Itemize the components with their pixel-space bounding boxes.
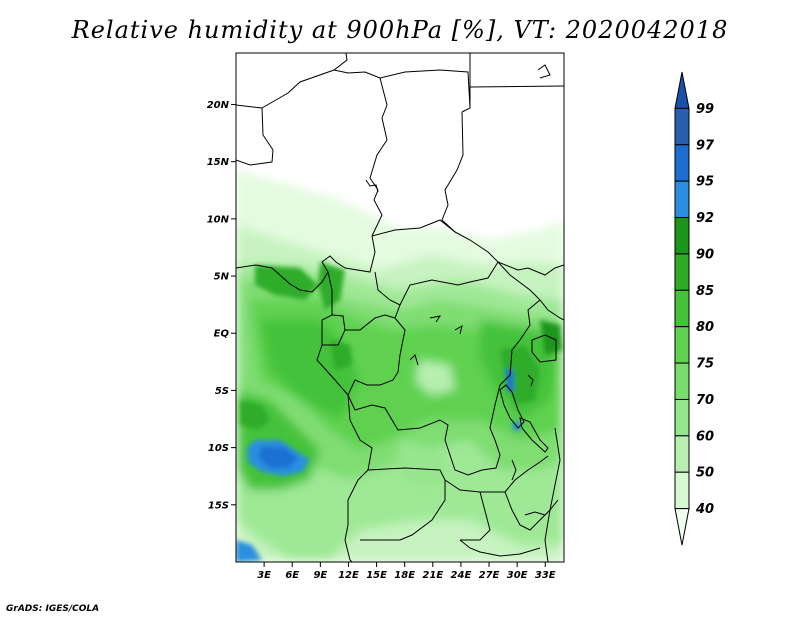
map-frame [235, 52, 565, 563]
lat-tick-label: 10S [208, 443, 229, 454]
lon-tick-label: 9E [313, 570, 327, 581]
lat-tick-label: 5S [215, 386, 229, 397]
colorbar-cell [674, 71, 690, 109]
lat-tick-label: 20N [207, 100, 230, 111]
lon-tick-label: 3E [257, 570, 271, 581]
lon-tick-label: 21E [422, 570, 443, 581]
colorbar-cell [674, 253, 690, 291]
lat-tick-label: 10N [207, 214, 230, 225]
colorbar-label: 97 [696, 138, 715, 153]
colorbar-cell [674, 217, 690, 255]
lat-tick-label: EQ [214, 329, 230, 340]
colorbar-label: 92 [696, 211, 714, 226]
colorbar-label: 85 [696, 284, 714, 299]
lon-tick-label: 33E [535, 570, 556, 581]
lon-tick-label: 15E [366, 570, 387, 581]
colorbar-cell [674, 471, 690, 510]
lat-tick-label: 5N [214, 272, 230, 283]
lon-tick-label: 24E [451, 570, 472, 581]
lon-tick-label: 12E [338, 570, 359, 581]
colorbar-cell [674, 435, 690, 473]
colorbar-cell [674, 180, 690, 219]
latitude-axis: 20N 15N 10N 5N EQ 5S 10S 15S [207, 100, 236, 511]
colorbar-cell [674, 326, 690, 364]
colorbar-label: 60 [696, 429, 714, 444]
colorbar-label: 90 [696, 247, 714, 262]
lat-tick-label: 15N [207, 157, 230, 168]
colorbar-cell [674, 107, 690, 146]
colorbar-label: 80 [696, 320, 714, 335]
lon-tick-label: 18E [394, 570, 415, 581]
lon-tick-label: 27E [479, 570, 500, 581]
colorbar-cell [674, 398, 690, 437]
map-title: Relative humidity at 900hPa [%], VT: 202… [71, 16, 729, 44]
humidity-field [236, 53, 564, 562]
colorbar-label: 40 [695, 502, 714, 517]
colorbar-cell [674, 289, 690, 328]
lon-tick-label: 6E [285, 570, 299, 581]
country-borders [236, 53, 564, 562]
colorbar: 99 97 95 92 90 85 80 75 70 60 50 40 [674, 71, 715, 546]
lon-tick-label: 30E [507, 570, 528, 581]
colorbar-label: 50 [696, 466, 714, 481]
colorbar-label: 99 [696, 102, 714, 117]
longitude-axis: 3E 6E 9E 12E 15E 18E 21E 24E 27E 30E 33E [257, 562, 556, 581]
colorbar-label: 95 [696, 175, 714, 190]
colorbar-label: 70 [696, 393, 714, 408]
colorbar-label: 75 [696, 357, 714, 372]
colorbar-cell [674, 144, 690, 182]
colorbar-cell [674, 362, 690, 400]
grads-credit: GrADS: IGES/COLA [6, 604, 100, 614]
lat-tick-label: 15S [208, 500, 229, 511]
colorbar-cell [674, 508, 690, 546]
